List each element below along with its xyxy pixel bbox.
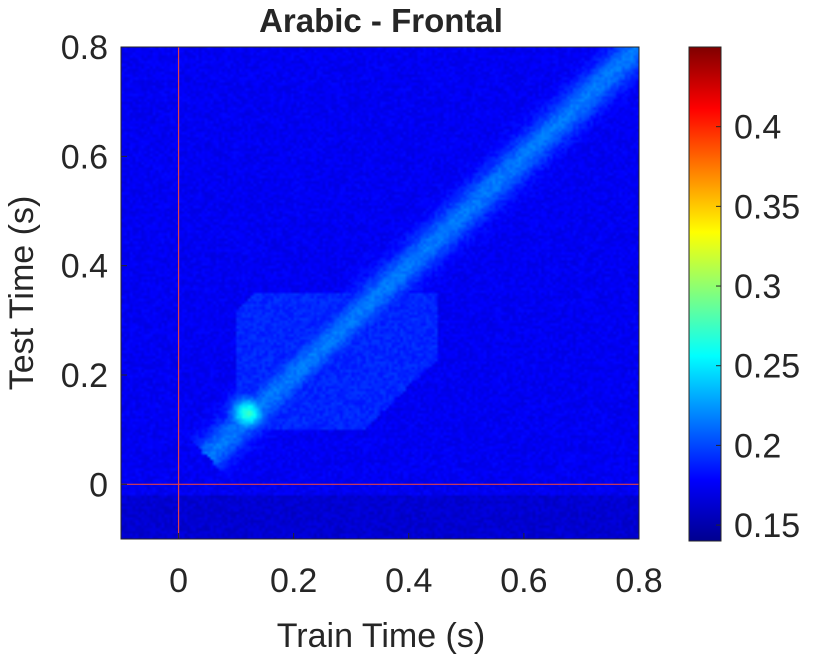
x-tick-label: 0.4 [385,562,432,600]
y-axis-ticks: 0 0.2 0.4 0.6 0.8 [61,29,127,504]
y-tick-label: 0 [89,466,108,504]
colorbar-ticks: 0.15 0.2 0.25 0.3 0.35 0.4 [716,109,800,545]
colorbar-tick-label: 0.4 [734,109,781,147]
x-tick-label: 0.8 [615,562,662,600]
colorbar-tick-label: 0.25 [734,348,800,386]
chart-title: Arabic - Frontal [259,2,503,39]
heatmap-image [121,47,639,539]
x-axis-label: Train Time (s) [277,617,485,655]
y-tick-label: 0.4 [61,248,108,286]
y-tick-label: 0.2 [61,357,108,395]
colorbar: 0.15 0.2 0.25 0.3 0.35 0.4 [688,46,800,545]
x-tick-label: 0.2 [270,562,317,600]
colorbar-tick-label: 0.2 [734,427,781,465]
y-axis-label: Test Time (s) [3,196,41,391]
colorbar-tick-label: 0.3 [734,268,781,306]
y-tick-label: 0.8 [61,29,108,67]
colorbar-bar [688,46,722,542]
x-tick-label: 0.6 [500,562,547,600]
plot-frame [120,46,640,540]
colorbar-tick-label: 0.35 [734,188,800,226]
y-tick-label: 0.6 [61,138,108,176]
colorbar-tick-label: 0.15 [734,507,800,545]
x-axis-ticks: 0 0.2 0.4 0.6 0.8 [169,533,663,600]
x-tick-label: 0 [169,562,188,600]
heatmap-plot-area [120,46,640,540]
